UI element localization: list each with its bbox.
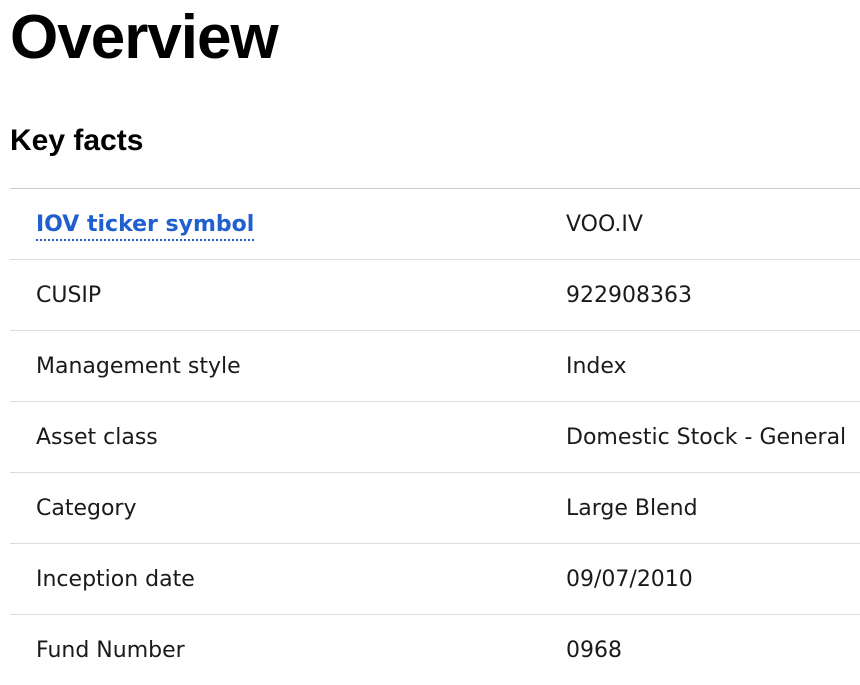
row-label: Management style xyxy=(36,353,241,379)
iov-ticker-link[interactable]: IOV ticker symbol xyxy=(36,211,255,241)
row-value: 922908363 xyxy=(566,282,692,308)
row-label: Asset class xyxy=(36,424,158,450)
table-row: CUSIP 922908363 xyxy=(10,260,860,331)
row-value: Domestic Stock - General xyxy=(566,424,847,450)
table-row: Management style Index xyxy=(10,331,860,402)
row-value: 09/07/2010 xyxy=(566,566,693,592)
row-value: VOO.IV xyxy=(566,211,643,237)
row-label: Inception date xyxy=(36,566,195,592)
page-title: Overview xyxy=(10,3,279,72)
row-label: CUSIP xyxy=(36,282,102,308)
row-label: Fund Number xyxy=(36,637,185,663)
table-row: Category Large Blend xyxy=(10,473,860,544)
row-value: 0968 xyxy=(566,637,622,663)
row-value: Large Blend xyxy=(566,495,698,521)
key-facts-table: IOV ticker symbol VOO.IV CUSIP 922908363 M… xyxy=(10,188,860,685)
table-row: Asset class Domestic Stock - General xyxy=(10,402,860,473)
row-label: Category xyxy=(36,495,137,521)
section-title: Key facts xyxy=(10,124,144,157)
row-value: Index xyxy=(566,353,627,379)
table-row: Fund Number 0968 xyxy=(10,615,860,685)
table-row: Inception date 09/07/2010 xyxy=(10,544,860,615)
table-row: IOV ticker symbol VOO.IV xyxy=(10,189,860,260)
